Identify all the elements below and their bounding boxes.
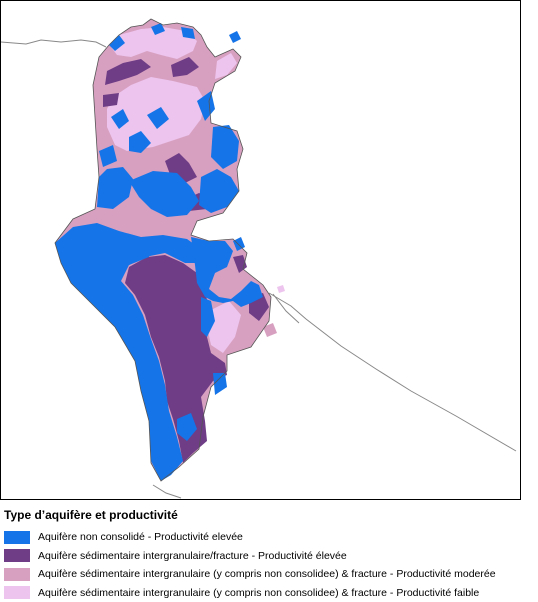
legend-item: Aquifère sédimentaire intergranulaire (y… [4,565,534,584]
legend-item: Aquifère sédimentaire intergranulaire/fr… [4,547,534,566]
legend-label: Aquifère sédimentaire intergranulaire (y… [38,568,496,580]
legend-item: Aquifère non consolidé - Productivité el… [4,528,534,547]
legend-swatch [4,568,30,581]
legend-swatch [4,586,30,599]
legend-label: Aquifère non consolidé - Productivité el… [38,531,243,543]
legend-swatch [4,531,30,544]
aquifer-map [1,1,521,500]
legend-label: Aquifère sédimentaire intergranulaire/fr… [38,550,347,562]
legend: Type d’aquifère et productivité Aquifère… [4,508,534,602]
libya-border [269,293,516,451]
island-kerkennah [277,285,285,293]
map-frame[interactable] [0,0,521,500]
algeria-border [1,40,106,47]
eastern-coast-outline [273,294,299,323]
legend-title: Type d’aquifère et productivité [4,508,534,522]
southern-boundary [153,485,181,498]
legend-label: Aquifère sédimentaire intergranulaire (y… [38,587,479,599]
legend-item: Aquifère sédimentaire intergranulaire (y… [4,584,534,602]
legend-rows: Aquifère non consolidé - Productivité el… [4,528,534,602]
legend-swatch [4,549,30,562]
